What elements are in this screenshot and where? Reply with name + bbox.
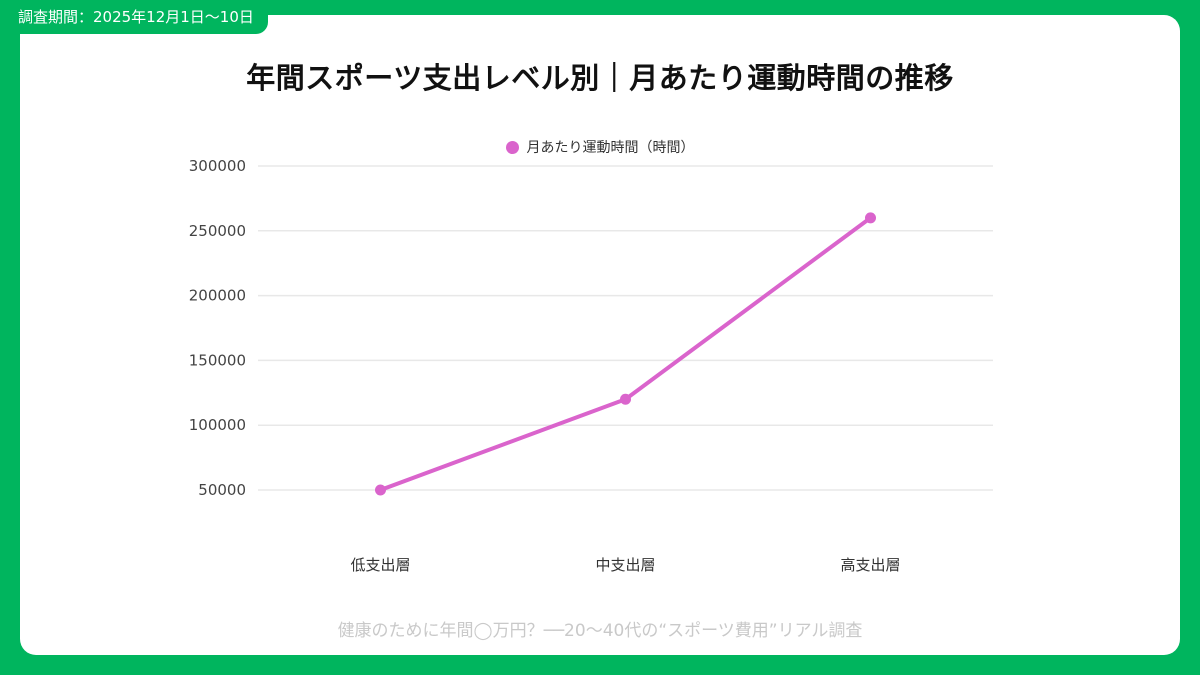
series-line xyxy=(378,215,873,492)
chart-title: 年間スポーツ支出レベル別｜月あたり運動時間の推移 xyxy=(246,61,954,95)
y-tick-label: 250000 xyxy=(189,222,246,240)
line-chart: 50000 100000 150000 200000 250000 300000 低支出層 中… xyxy=(189,157,993,574)
y-tick-label: 200000 xyxy=(189,287,246,305)
survey-period-badge: 調査期間：2025年12月1日〜10日 xyxy=(0,0,268,34)
data-point xyxy=(375,484,386,496)
x-category-label: 低支出層 xyxy=(350,556,410,574)
footer-caption: 健康のために年間◯万円？──20〜40代の“スポーツ費用”リアル調査 xyxy=(337,621,863,641)
infographic-card: 年間スポーツ支出レベル別｜月あたり運動時間の推移 月あたり運動時間（時間） 50… xyxy=(20,15,1180,655)
y-tick-label: 50000 xyxy=(198,481,246,499)
legend-series-dot-icon xyxy=(505,140,519,154)
data-point xyxy=(620,393,631,405)
x-category-label: 中支出層 xyxy=(595,556,655,574)
data-point xyxy=(865,212,876,224)
legend-series-label: 月あたり運動時間（時間） xyxy=(526,140,695,156)
x-category-label: 高支出層 xyxy=(840,556,900,574)
y-tick-label: 300000 xyxy=(189,157,246,175)
y-tick-label: 150000 xyxy=(189,351,246,369)
y-tick-label: 100000 xyxy=(189,416,246,434)
chart-legend: 月あたり運動時間（時間） xyxy=(20,137,1180,157)
